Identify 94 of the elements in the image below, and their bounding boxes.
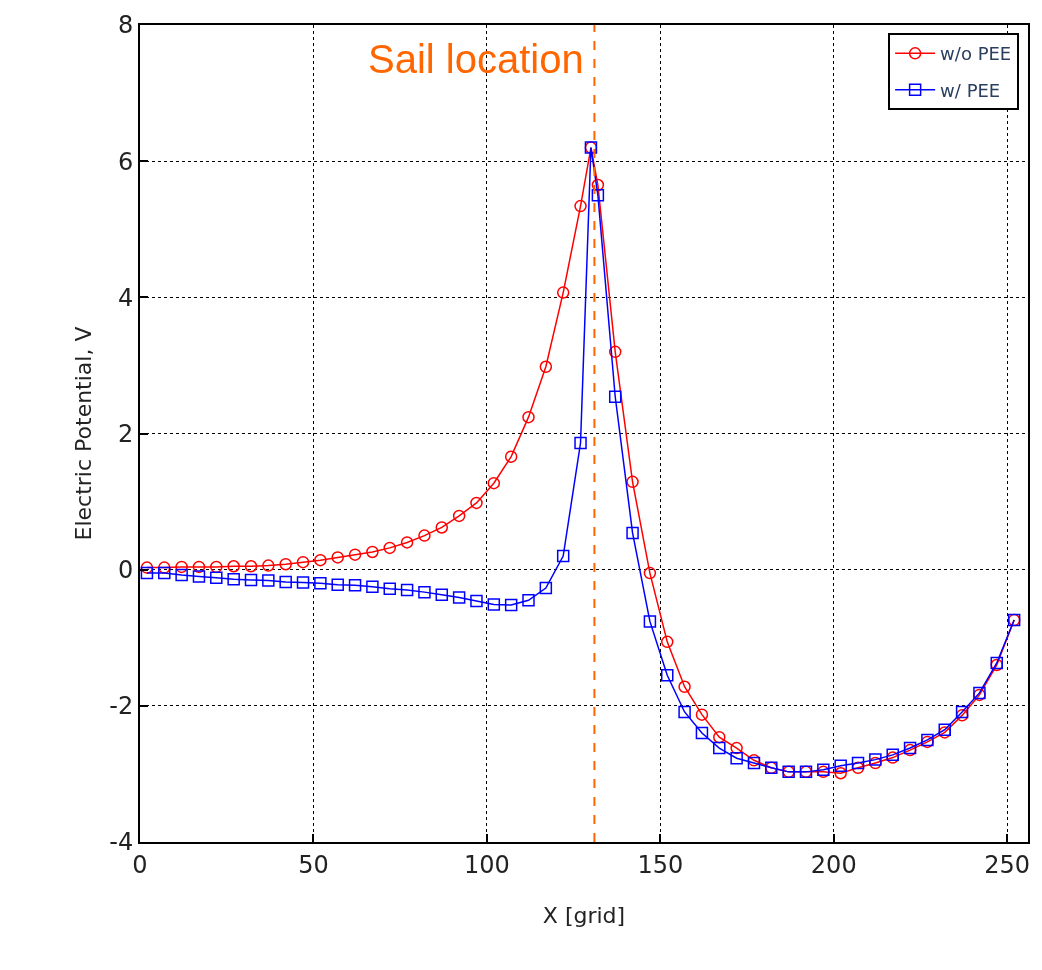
point [608, 345, 622, 359]
point [418, 585, 431, 599]
point [262, 574, 275, 587]
point [210, 571, 223, 585]
point [400, 583, 414, 597]
point [487, 476, 501, 490]
y-tick-label: -2 [109, 692, 134, 721]
point [539, 581, 553, 595]
point [834, 766, 847, 780]
point [314, 577, 327, 590]
point [140, 561, 154, 574]
y-tick-label: 0 [117, 556, 134, 585]
point [158, 566, 171, 580]
point [608, 390, 622, 403]
x-tick-label: 50 [298, 850, 329, 879]
point [435, 588, 449, 602]
point [730, 752, 743, 765]
y-tick-label: 4 [117, 283, 134, 312]
point [851, 761, 865, 775]
point [140, 566, 154, 580]
x-tick-label: 200 [810, 850, 857, 879]
point [955, 709, 969, 722]
point [366, 580, 379, 593]
ref-line-label: Sail location [368, 37, 584, 81]
point [504, 598, 518, 612]
point [643, 615, 657, 628]
y-tick-label: 8 [117, 11, 134, 40]
point [504, 450, 518, 463]
point [400, 536, 414, 549]
point [539, 360, 553, 374]
point [210, 560, 223, 574]
point [522, 410, 535, 424]
point [279, 575, 292, 589]
y-tick-label: -4 [109, 828, 134, 857]
point [227, 560, 240, 573]
point [192, 570, 206, 583]
point [383, 582, 396, 595]
point [851, 756, 865, 770]
point [227, 572, 240, 586]
point [175, 560, 188, 574]
point [331, 578, 344, 591]
point [713, 741, 726, 755]
point [713, 730, 726, 744]
point [556, 549, 570, 563]
point [348, 548, 362, 561]
point [470, 496, 483, 510]
x-tick-label: 150 [637, 850, 684, 879]
point [661, 635, 674, 649]
point [522, 594, 535, 607]
point [175, 568, 188, 582]
point [591, 178, 605, 192]
legend-label: w/o PEE [940, 43, 1012, 65]
x-axis-title: X [grid] [542, 903, 626, 929]
point [955, 705, 969, 719]
point [678, 705, 691, 719]
point [383, 541, 396, 555]
point [591, 188, 605, 202]
point [626, 475, 639, 489]
point [556, 286, 570, 299]
point [331, 551, 344, 564]
point [470, 594, 483, 608]
point [678, 680, 691, 694]
point [158, 561, 171, 574]
point [314, 553, 327, 567]
point [192, 560, 206, 574]
point [834, 759, 847, 772]
point [695, 726, 709, 740]
point [296, 576, 310, 589]
point [348, 579, 362, 592]
x-tick-label: 250 [984, 850, 1031, 879]
point [730, 741, 743, 755]
y-tick-label: 2 [117, 419, 134, 448]
point [418, 529, 431, 542]
legend-label: w/ PEE [940, 79, 1001, 101]
point [487, 598, 501, 611]
y-axis-title: Electric Potential, V [70, 326, 96, 541]
point [262, 559, 275, 572]
point [574, 436, 587, 450]
point [695, 708, 709, 721]
point [244, 560, 258, 573]
point [296, 555, 310, 569]
y-tick-label: 6 [117, 147, 134, 176]
point [643, 566, 657, 580]
point [574, 199, 587, 213]
point [435, 521, 449, 534]
point [626, 526, 639, 540]
x-tick-label: 100 [463, 850, 510, 879]
point [244, 573, 258, 587]
point [869, 753, 882, 766]
point [366, 545, 379, 559]
point [661, 668, 674, 682]
point [452, 591, 466, 604]
point [279, 557, 292, 571]
point [452, 509, 466, 523]
